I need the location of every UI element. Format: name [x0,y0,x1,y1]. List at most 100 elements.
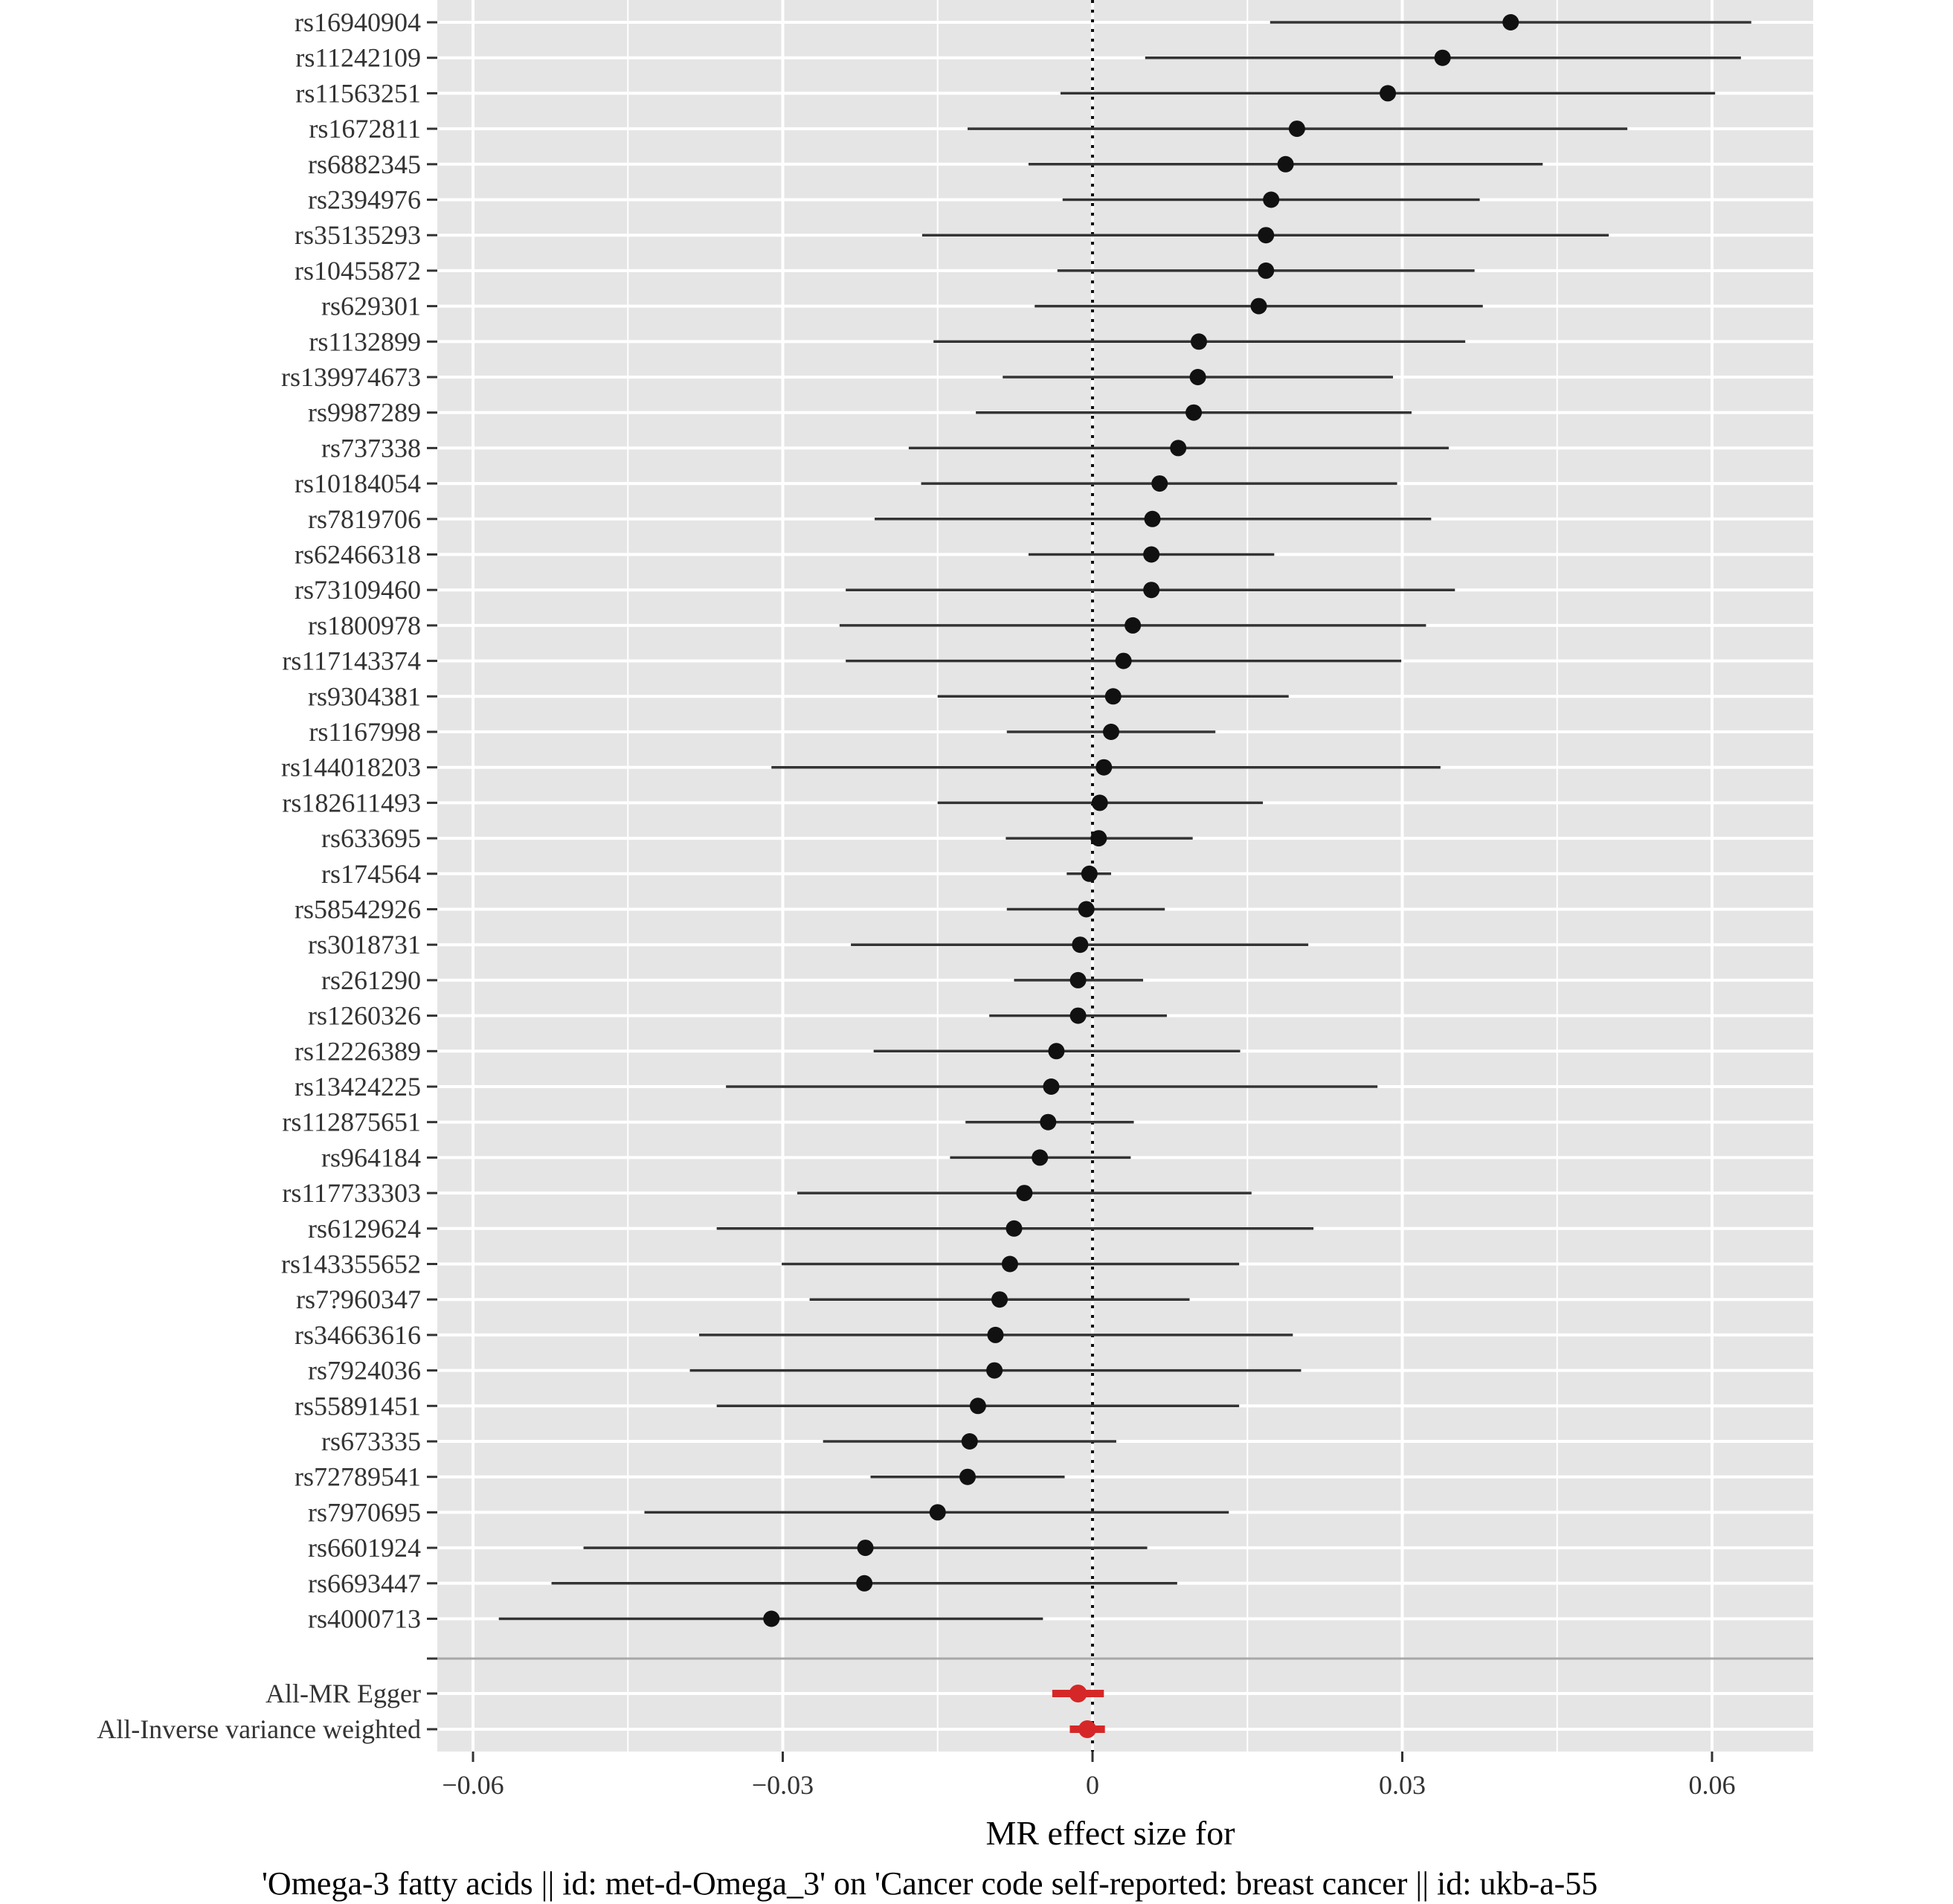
effect-point [1190,333,1207,350]
snp-label: rs6601924 [308,1533,421,1563]
snp-label: rs13424225 [295,1072,421,1101]
snp-label: rs62466318 [295,540,421,570]
snp-label: rs72789541 [295,1462,421,1492]
effect-point [1143,546,1160,563]
effect-point [1102,724,1119,740]
effect-point [1151,475,1168,492]
effect-point [1277,155,1294,173]
effect-point [1380,85,1397,102]
effect-point [1144,510,1161,527]
effect-point [1048,1043,1065,1060]
effect-point [1081,865,1098,882]
snp-label: rs10455872 [295,256,421,286]
effect-point [1040,1113,1057,1130]
snp-label: rs633695 [321,823,421,853]
snp-label: rs10184054 [295,469,421,498]
effect-point [1095,759,1113,776]
snp-label: rs112875651 [282,1107,421,1137]
effect-point [1032,1149,1049,1166]
snp-label: rs1260326 [308,1001,421,1031]
x-axis-title: MR effect size for [985,1814,1235,1852]
effect-point [1143,582,1160,599]
snp-label: rs117733303 [282,1178,421,1208]
summary-point [1078,1720,1097,1738]
snp-label: rs6129624 [308,1214,421,1244]
snp-label: rs16940904 [295,7,421,37]
effect-point [1090,830,1107,847]
effect-point [1069,971,1087,988]
snp-label: rs9304381 [308,681,421,711]
snp-label: rs117143374 [282,646,421,676]
x-tick-label: 0.03 [1379,1770,1426,1800]
snp-label: rs12226389 [295,1036,421,1066]
effect-point [959,1468,977,1485]
effect-point [1104,688,1122,705]
effect-point [1288,120,1305,138]
snp-label: rs35135293 [295,220,421,250]
snp-label: rs1800978 [308,611,421,640]
snp-label: rs143355652 [281,1250,421,1279]
snp-label: rs55891451 [295,1391,421,1421]
effect-point [1189,369,1206,385]
plot-panel [437,0,1813,1752]
effect-point [961,1433,978,1450]
effect-point [1115,652,1132,669]
snp-label: rs6882345 [308,149,421,179]
snp-label: rs182611493 [282,788,421,817]
snp-label: rs3018731 [308,930,421,959]
effect-point [1170,440,1187,457]
effect-points [763,14,1519,1738]
snp-label: rs9987289 [308,398,421,428]
snp-labels: rs16940904 rs11242109 rs11563251 rs1672811 r… [97,7,437,1744]
snp-label: rs11563251 [295,78,421,108]
snp-label: rs6693447 [308,1569,421,1598]
snp-label: rs964184 [321,1142,421,1172]
effect-point [1434,49,1451,66]
effect-point [969,1398,986,1415]
effect-point [763,1610,780,1627]
snp-label: rs737338 [321,433,421,463]
effect-point [1072,936,1089,953]
effect-point [1250,298,1267,315]
snp-label: rs144018203 [281,753,421,782]
snp-label: rs7?960347 [296,1284,421,1314]
effect-point [1185,404,1203,421]
snp-label: rs4000713 [308,1604,421,1634]
snp-label: rs58542926 [295,895,421,924]
summary-point [1069,1685,1087,1702]
x-tick-label: 0 [1086,1770,1099,1800]
snp-label: rs629301 [321,292,421,321]
snp-label: rs7970695 [308,1497,421,1527]
x-tick-label: −0.03 [752,1770,814,1800]
effect-point [1091,794,1108,811]
effect-point [1258,227,1275,244]
snp-label: rs1132899 [309,327,421,356]
snp-label: rs2394976 [308,185,421,215]
effect-point [1124,617,1142,634]
snp-label: rs139974673 [281,362,421,392]
x-tick-label: 0.06 [1688,1770,1735,1800]
effect-point [857,1540,874,1557]
snp-label: rs673335 [321,1427,421,1456]
snp-label: rs1167998 [309,717,421,747]
effect-point [1069,1007,1087,1024]
effect-point [1016,1185,1033,1202]
effect-point [1006,1220,1023,1237]
effect-point [856,1575,873,1592]
x-axis-ticks: −0.06 −0.03 0 0.03 0.06 [442,1752,1735,1800]
effect-point [1258,262,1275,279]
summary-label: All-Inverse variance weighted [97,1714,421,1744]
snp-label: rs34663616 [295,1320,421,1350]
effect-point [987,1326,1004,1343]
snp-label: rs7819706 [308,504,421,534]
effect-point [1078,901,1095,918]
x-axis-subtitle: 'Omega-3 fatty acids || id: met-d-Omega_… [262,1865,1598,1902]
effect-point [991,1291,1008,1308]
snp-label: rs1672811 [309,114,421,144]
x-tick-label: −0.06 [442,1770,503,1800]
snp-label: rs11242109 [295,43,421,73]
snp-label: rs174564 [321,859,421,889]
snp-label: rs73109460 [295,575,421,605]
snp-label: rs7924036 [308,1356,421,1386]
snp-label: rs261290 [321,965,421,995]
